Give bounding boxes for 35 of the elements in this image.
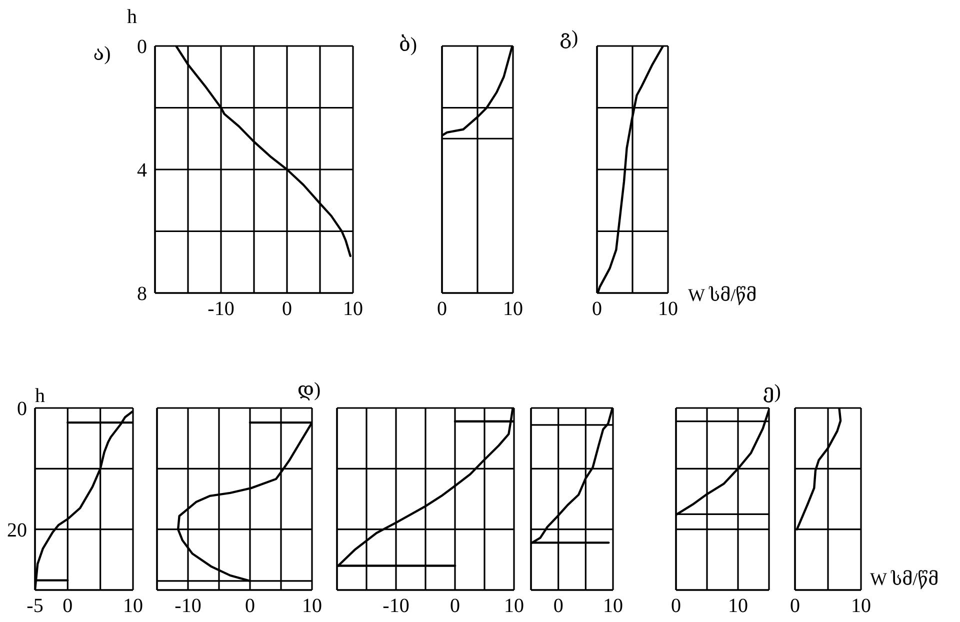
x-tick-label: 0 [62, 595, 73, 618]
x-axis-title: W სმ/წმ [870, 569, 939, 590]
x-tick-label: -5 [26, 595, 44, 618]
chart-title: დ) [297, 379, 321, 401]
y-tick-label: 0 [137, 36, 147, 58]
chart-title: ე) [763, 381, 781, 403]
x-tick-label: 10 [302, 595, 322, 618]
x-tick-label: -10 [208, 298, 234, 320]
x-tick-label: 10 [123, 595, 143, 618]
y-axis-title: h [35, 385, 45, 407]
y-tick-label: 4 [137, 160, 147, 182]
chart-title: ა) [93, 43, 111, 65]
y-tick-label: 8 [137, 283, 147, 306]
x-tick-label: 0 [437, 298, 447, 320]
x-tick-label: 0 [592, 298, 602, 320]
x-tick-label: 0 [790, 595, 800, 618]
y-axis-title: h [127, 6, 137, 28]
x-tick-label: 0 [553, 595, 564, 618]
x-tick-label: 10 [503, 298, 523, 320]
x-tick-label: 10 [603, 595, 623, 618]
x-tick-label: 10 [504, 595, 524, 618]
x-tick-label: -10 [174, 595, 202, 618]
x-axis-title: W სმ/წმ [688, 285, 757, 306]
x-tick-label: 0 [450, 595, 460, 618]
x-tick-label: 10 [851, 595, 871, 618]
chart-title: ბ) [398, 34, 418, 56]
x-tick-label: 0 [282, 298, 292, 320]
x-tick-label: 0 [245, 595, 255, 618]
x-tick-label: -10 [382, 595, 410, 618]
y-tick-label: 20 [7, 519, 27, 542]
x-tick-label: 10 [658, 298, 678, 320]
chart-title: გ) [560, 27, 578, 49]
x-tick-label: 10 [728, 595, 748, 618]
x-tick-label: 10 [343, 298, 363, 320]
x-tick-label: 0 [671, 595, 681, 618]
